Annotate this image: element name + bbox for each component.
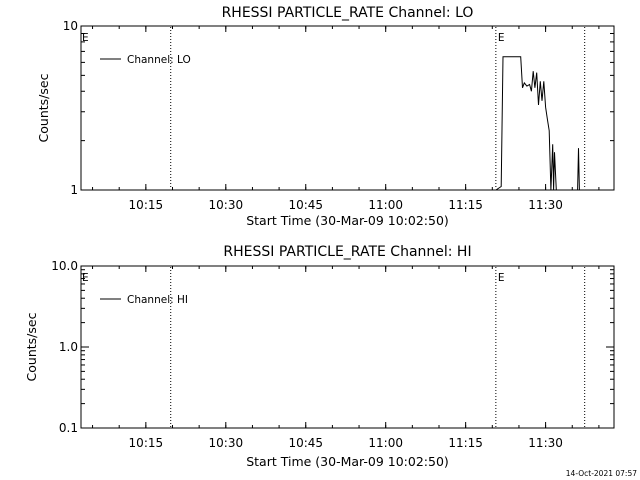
chart-panel-hi: RHESSI PARTICLE_RATE Channel: HI 10:15 10:… [24,244,615,469]
x-tick-label: 11:30 [528,198,563,212]
x-tick-label: 10:15 [129,436,164,450]
legend-entry: Channel: HI [127,294,188,306]
y-tick-label: 1.0 [59,340,78,354]
x-tick-label: 10:15 [129,198,164,212]
x-tick-label: 10:30 [209,436,244,450]
x-tick-label: 11:00 [368,198,403,212]
x-tick-label: 11:15 [448,436,483,450]
x-tick-label: 11:30 [528,436,563,450]
timestamp-footer: 14-Oct-2021 07:57 [566,469,637,478]
series-line [495,56,558,191]
plot-frame [80,25,615,191]
y-tick-label: 1 [70,183,78,197]
x-tick-label: 10:30 [209,198,244,212]
y-tick-label: 10 [63,19,78,33]
chart-title: RHESSI PARTICLE_RATE Channel: LO [222,5,474,21]
edge-event-label: E [82,272,89,284]
event-label: E [498,32,505,44]
chart-title: RHESSI PARTICLE_RATE Channel: HI [223,244,471,260]
x-tick-label: 11:15 [448,198,483,212]
y-tick-label: 0.1 [59,421,78,435]
event-label: E [498,272,505,284]
chart-panel-lo: RHESSI PARTICLE_RATE Channel: LO 10:15 10:… [36,5,615,228]
x-tick-label: 10:45 [288,436,323,450]
x-tick-label: 11:00 [368,436,403,450]
y-tick-label: 10.0 [51,259,78,273]
legend-entry: Channel: LO [127,54,191,66]
x-axis-label: Start Time (30-Mar-09 10:02:50) [246,213,449,228]
x-tick-label: 10:45 [288,198,323,212]
y-axis-label: Counts/sec [36,73,51,142]
edge-event-label: E [82,32,89,44]
series-line-segment [577,148,580,191]
y-axis-label: Counts/sec [24,312,39,381]
x-axis-label: Start Time (30-Mar-09 10:02:50) [246,454,449,469]
plot-frame [80,265,615,429]
